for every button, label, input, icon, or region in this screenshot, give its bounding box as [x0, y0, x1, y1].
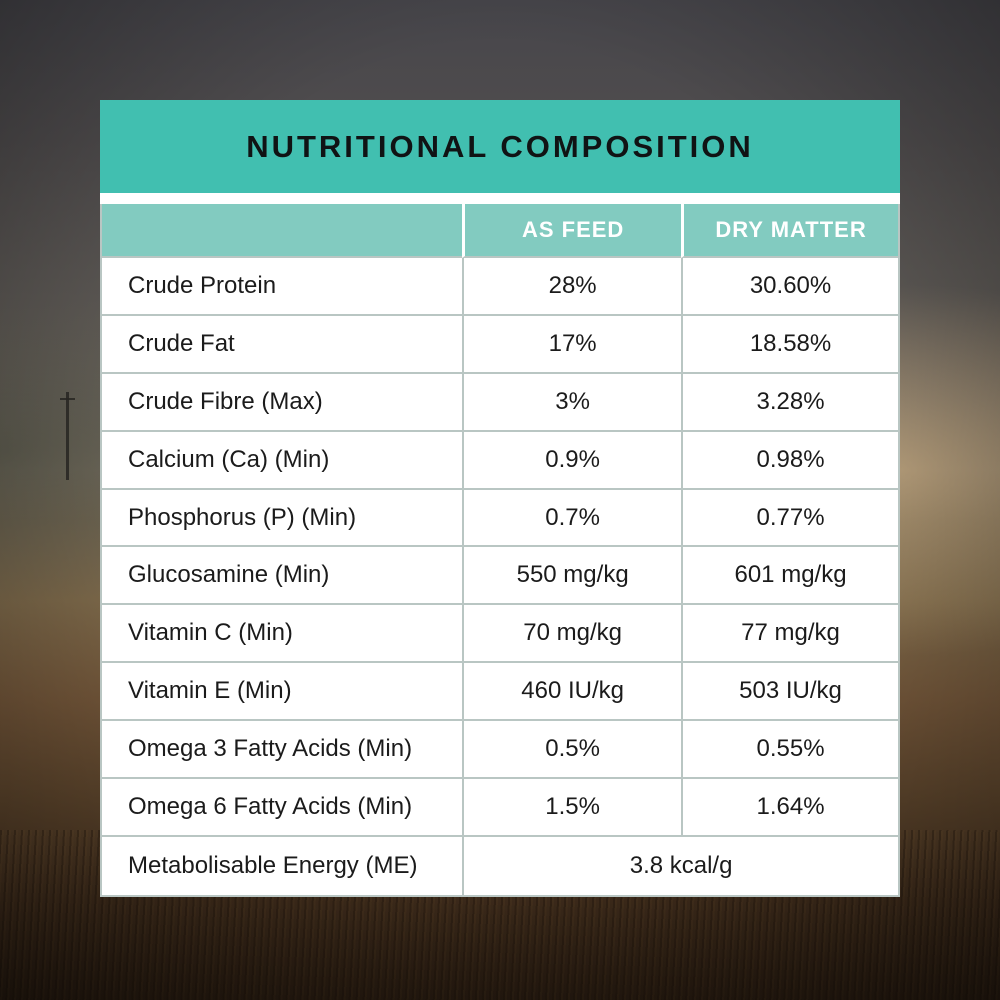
nutrition-table: AS FEED DRY MATTER Crude Protein 28% 30.… [100, 204, 900, 897]
nutrient-label: Crude Fat [102, 316, 463, 374]
nutrition-panel: NUTRITIONAL COMPOSITION AS FEED DRY MATT… [100, 100, 900, 897]
nutrient-label: Crude Fibre (Max) [102, 374, 463, 432]
dry-matter-value: 1.64% [681, 779, 898, 837]
dry-matter-value: 18.58% [681, 315, 898, 374]
dry-matter-value: 77 mg/kg [681, 605, 898, 664]
nutrient-label: Phosphorus (P) (Min) [102, 490, 463, 548]
as-feed-value: 70 mg/kg [462, 605, 682, 664]
metabolisable-energy-value: 3.8 kcal/g [462, 836, 898, 895]
title-separator [100, 193, 900, 204]
as-feed-value: 460 IU/kg [462, 663, 682, 722]
nutrient-label: Vitamin C (Min) [102, 605, 463, 664]
as-feed-value: 28% [462, 258, 682, 316]
nutrient-label: Calcium (Ca) (Min) [102, 432, 463, 490]
as-feed-value: 0.5% [462, 721, 682, 780]
as-feed-value: 0.9% [462, 431, 682, 490]
as-feed-value: 3% [462, 373, 682, 432]
dry-matter-value: 601 mg/kg [681, 547, 898, 606]
nutrient-label: Metabolisable Energy (ME) [128, 851, 418, 879]
dry-matter-value: 0.98% [681, 431, 898, 490]
as-feed-value: 1.5% [462, 779, 682, 837]
panel-title: NUTRITIONAL COMPOSITION [246, 128, 754, 164]
nutrient-label: Omega 6 Fatty Acids (Min) [102, 779, 463, 837]
nutrient-label: Crude Protein [102, 258, 463, 316]
dry-matter-value: 30.60% [681, 258, 898, 316]
header-as-feed: AS FEED [462, 204, 682, 258]
panel-title-bar: NUTRITIONAL COMPOSITION [100, 100, 900, 193]
dry-matter-value: 0.77% [681, 489, 898, 548]
power-pole [60, 392, 75, 480]
nutrient-label: Vitamin E (Min) [102, 663, 463, 722]
dry-matter-value: 3.28% [681, 373, 898, 432]
header-dry-matter: DRY MATTER [681, 204, 898, 258]
dry-matter-value: 503 IU/kg [681, 663, 898, 722]
as-feed-value: 550 mg/kg [462, 547, 682, 606]
nutrient-label: Omega 3 Fatty Acids (Min) [102, 721, 463, 780]
nutrient-label: Glucosamine (Min) [102, 547, 463, 606]
dry-matter-value: 0.55% [681, 721, 898, 780]
as-feed-value: 17% [462, 315, 682, 374]
as-feed-value: 0.7% [462, 489, 682, 548]
header-empty-cell [102, 204, 463, 258]
